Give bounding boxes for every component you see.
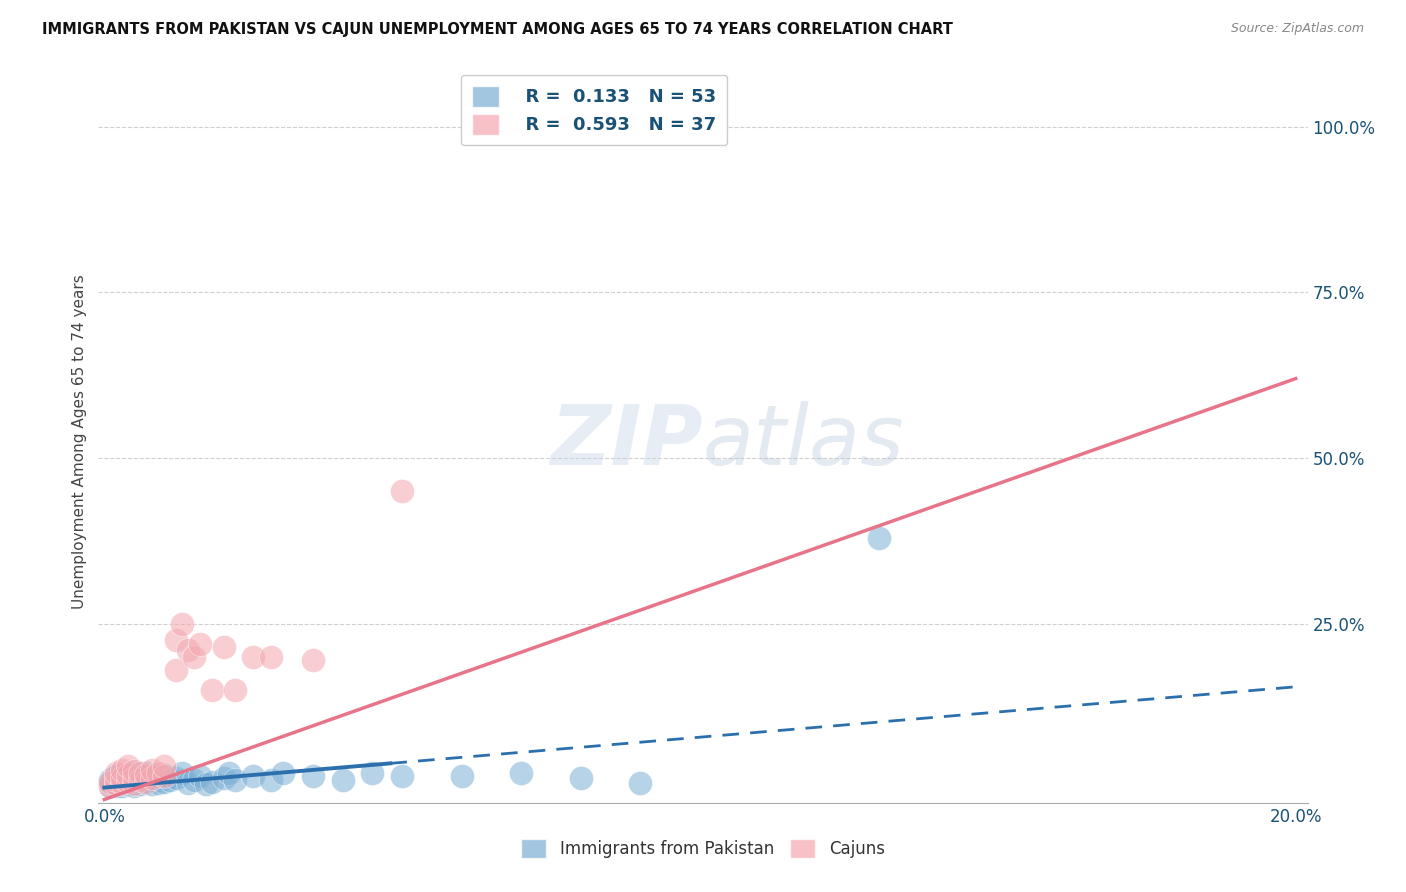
Point <box>98 772 121 787</box>
Point <box>260 772 283 787</box>
Point <box>361 766 384 780</box>
Legend: Immigrants from Pakistan, Cajuns: Immigrants from Pakistan, Cajuns <box>513 830 893 867</box>
Point <box>153 774 176 789</box>
Point <box>117 774 139 789</box>
Point <box>242 769 264 783</box>
Point <box>177 776 200 790</box>
Point <box>135 774 157 789</box>
Point <box>129 774 152 789</box>
Point <box>122 771 145 785</box>
Point <box>111 776 134 790</box>
Point <box>200 683 222 698</box>
Point <box>302 769 325 783</box>
Point <box>689 120 711 134</box>
Point <box>122 764 145 778</box>
Y-axis label: Unemployment Among Ages 65 to 74 years: Unemployment Among Ages 65 to 74 years <box>72 274 87 609</box>
Point <box>170 766 193 780</box>
Point <box>271 766 294 780</box>
Point <box>302 653 325 667</box>
Text: atlas: atlas <box>703 401 904 482</box>
Point <box>510 766 533 780</box>
Point <box>391 484 413 499</box>
Point <box>146 776 169 790</box>
Point <box>105 769 128 783</box>
Point <box>141 763 163 777</box>
Point <box>122 772 145 787</box>
Point <box>212 640 235 654</box>
Point <box>332 772 354 787</box>
Point <box>165 663 187 677</box>
Text: ZIP: ZIP <box>550 401 703 482</box>
Point <box>183 772 205 787</box>
Point <box>177 643 200 657</box>
Point <box>170 616 193 631</box>
Point <box>117 768 139 782</box>
Point <box>242 650 264 665</box>
Point <box>165 633 187 648</box>
Point <box>117 768 139 782</box>
Point <box>159 772 181 787</box>
Point <box>569 771 592 785</box>
Point <box>122 776 145 790</box>
Point <box>165 771 187 785</box>
Point <box>146 769 169 783</box>
Point <box>224 772 246 787</box>
Point <box>183 650 205 665</box>
Point <box>129 769 152 783</box>
Point <box>135 768 157 782</box>
Point <box>450 769 472 783</box>
Point <box>111 771 134 785</box>
Point <box>146 766 169 780</box>
Point <box>260 650 283 665</box>
Point <box>122 766 145 780</box>
Point <box>117 759 139 773</box>
Point <box>153 759 176 773</box>
Point <box>200 774 222 789</box>
Point <box>122 777 145 791</box>
Point <box>141 771 163 785</box>
Point <box>153 769 176 783</box>
Point <box>135 776 157 790</box>
Point <box>218 766 240 780</box>
Point <box>111 777 134 791</box>
Point <box>117 777 139 791</box>
Point <box>188 637 211 651</box>
Point <box>135 772 157 787</box>
Point <box>129 766 152 780</box>
Point <box>129 777 152 791</box>
Point <box>105 777 128 791</box>
Point <box>111 763 134 777</box>
Text: IMMIGRANTS FROM PAKISTAN VS CAJUN UNEMPLOYMENT AMONG AGES 65 TO 74 YEARS CORRELA: IMMIGRANTS FROM PAKISTAN VS CAJUN UNEMPL… <box>42 22 953 37</box>
Point <box>224 683 246 698</box>
Point <box>129 772 152 787</box>
Point <box>188 769 211 783</box>
Point <box>111 774 134 789</box>
Point <box>105 779 128 793</box>
Text: Source: ZipAtlas.com: Source: ZipAtlas.com <box>1230 22 1364 36</box>
Point <box>141 777 163 791</box>
Point <box>117 772 139 787</box>
Point <box>98 776 121 790</box>
Point <box>105 772 128 787</box>
Point <box>868 531 890 545</box>
Point <box>212 771 235 785</box>
Point <box>135 766 157 780</box>
Point <box>98 779 121 793</box>
Point <box>105 776 128 790</box>
Point <box>141 771 163 785</box>
Point <box>153 768 176 782</box>
Point <box>391 769 413 783</box>
Point <box>105 772 128 787</box>
Point <box>194 777 217 791</box>
Point <box>105 766 128 780</box>
Point <box>111 779 134 793</box>
Point <box>98 774 121 789</box>
Point <box>98 779 121 793</box>
Point <box>122 779 145 793</box>
Point <box>111 771 134 785</box>
Point <box>630 776 652 790</box>
